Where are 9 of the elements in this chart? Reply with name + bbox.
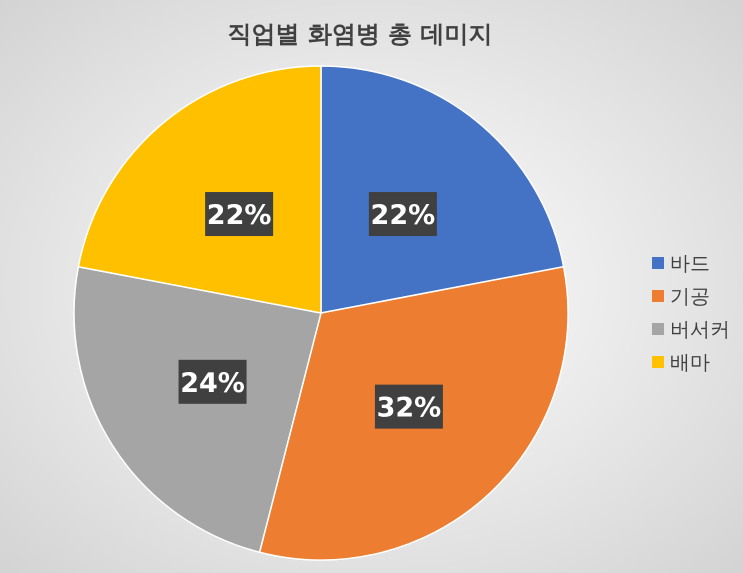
legend-label: 버서커: [670, 317, 730, 341]
data-label: 22%: [206, 200, 272, 232]
slice-label: 기공: [670, 284, 710, 308]
legend-label: 바드: [670, 251, 710, 275]
legend-label: 배마: [670, 350, 710, 374]
data-label: 24%: [180, 368, 245, 399]
data-label: 22%: [370, 200, 436, 232]
data-label: 32%: [376, 392, 442, 424]
chart-title: 직업별 화염병 총 데미지: [227, 20, 493, 48]
